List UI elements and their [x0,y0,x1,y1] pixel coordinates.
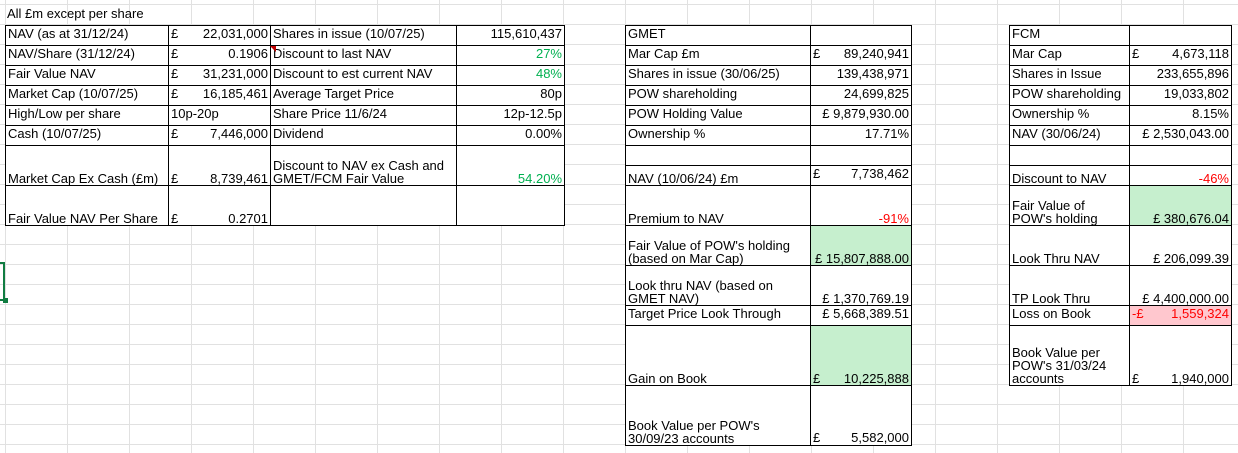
value-cell[interactable]: £1,940,000 [1129,325,1232,386]
value-cell[interactable]: £ 2,530,043.00 [1129,125,1232,146]
value-cell[interactable]: £ 15,807,888.00 [810,225,912,266]
empty-cell[interactable] [810,25,912,46]
value-cell[interactable]: £ 4,400,000.00 [1129,265,1232,306]
label-cell[interactable]: Discount to last NAV [270,45,457,66]
label-cell[interactable]: Ownership % [625,125,811,146]
value-cell[interactable]: 17.71% [810,125,912,146]
label-cell[interactable]: Loss on Book [1009,305,1130,326]
label-cell[interactable]: Shares in Issue [1009,65,1130,86]
label-cell[interactable]: Ownership % [1009,105,1130,126]
empty-cell[interactable] [1129,145,1232,166]
value-cell[interactable]: 0.00% [456,125,565,146]
empty-cell[interactable] [810,145,912,166]
value-cell[interactable]: -91% [810,185,912,226]
label-cell[interactable]: POW shareholding [1009,85,1130,106]
label-cell[interactable]: Average Target Price [270,85,457,106]
value-cell[interactable]: £31,231,000 [168,65,271,86]
value-cell[interactable]: 80p [456,85,565,106]
label-cell[interactable]: Shares in issue (10/07/25) [270,25,457,46]
value-cell[interactable]: £ 380,676.04 [1129,185,1232,226]
value-cell[interactable]: 8.15% [1129,105,1232,126]
label-cell[interactable]: NAV (10/06/24) £m [625,165,811,186]
value-cell[interactable]: -£ 1,559,324 [1129,305,1232,326]
label-cell[interactable]: Market Cap Ex Cash (£m) [5,145,169,186]
value-cell[interactable]: 10p-20p [168,105,271,126]
label-cell[interactable]: POW Holding Value [625,105,811,126]
label-cell[interactable]: Discount to NAV ex Cash and GMET/FCM Fair… [270,145,457,186]
label-cell[interactable]: TP Look Thru [1009,265,1130,306]
label-cell[interactable]: Dividend [270,125,457,146]
value-cell[interactable]: 19,033,802 [1129,85,1232,106]
empty-cell[interactable] [810,385,912,406]
label-cell[interactable]: Fair Value of POW's holding (based on Mar… [625,225,811,266]
value-cell[interactable]: £8,739,461 [168,145,271,186]
label-cell[interactable]: Share Price 11/6/24 [270,105,457,126]
sheet-header: All £m except per share [7,6,144,21]
value-cell[interactable]: £7,446,000 [168,125,271,146]
label-cell[interactable]: Fair Value of POW's holding [1009,185,1130,226]
label-cell[interactable]: Mar Cap £m [625,45,811,66]
empty-cell[interactable] [270,185,457,226]
currency-cell[interactable]: £22,031,000 [168,25,271,46]
label-cell[interactable]: Book Value per POW's 30/09/23 accounts [625,405,811,446]
label-cell[interactable]: Look thru NAV (based on GMET NAV) [625,265,811,306]
value-cell[interactable]: 115,610,437 [456,25,565,46]
value-cell[interactable]: 48% [456,65,565,86]
comment-indicator [270,46,276,52]
value-cell[interactable]: £0.1906 [168,45,271,66]
value-cell[interactable]: £10,225,888 [810,325,912,386]
label-cell[interactable]: Discount to est current NAV [270,65,457,86]
label-cell[interactable]: Discount to NAV [1009,165,1130,186]
label-cell[interactable]: POW shareholding [625,85,811,106]
value-cell[interactable]: £7,738,462 [810,165,912,186]
label-cell[interactable]: High/Low per share [5,105,169,126]
gmet-title[interactable]: GMET [625,25,811,46]
empty-cell[interactable] [456,185,565,226]
value-cell[interactable]: 24,699,825 [810,85,912,106]
label-cell[interactable]: Shares in issue (30/06/25) [625,65,811,86]
label-cell[interactable]: Mar Cap [1009,45,1130,66]
empty-cell[interactable] [1129,25,1232,46]
value-cell[interactable]: 27% [456,45,565,66]
label-cell[interactable]: Fair Value NAV Per Share [5,185,169,226]
value-cell[interactable]: £ 206,099.39 [1129,225,1232,266]
value-cell[interactable]: 54.20% [456,145,565,186]
fcm-title[interactable]: FCM [1009,25,1130,46]
value-cell[interactable]: £ 1,370,769.19 [810,265,912,306]
empty-cell[interactable] [625,145,811,166]
value-cell[interactable]: £89,240,941 [810,45,912,66]
value-cell[interactable]: £4,673,118 [1129,45,1232,66]
value-cell[interactable]: 139,438,971 [810,65,912,86]
label-cell[interactable]: NAV (30/06/24) [1009,125,1130,146]
value-cell[interactable]: £ 5,668,389.51 [810,305,912,326]
value-cell[interactable]: £5,582,000 [810,405,912,446]
value-cell[interactable]: 233,655,896 [1129,65,1232,86]
value-cell[interactable]: -46% [1129,165,1232,186]
label-cell[interactable]: Look Thru NAV [1009,225,1130,266]
value-cell[interactable]: £0.2701 [168,185,271,226]
label-cell[interactable]: Premium to NAV [625,185,811,226]
label-cell[interactable]: Gain on Book [625,325,811,386]
label-cell[interactable]: Cash (10/07/25) [5,125,169,146]
fill-handle[interactable] [3,298,8,303]
label-cell[interactable]: Market Cap (10/07/25) [5,85,169,106]
empty-cell[interactable] [625,385,811,406]
value-cell[interactable]: £16,185,461 [168,85,271,106]
value-cell[interactable]: £ 9,879,930.00 [810,105,912,126]
label-cell[interactable]: Book Value per POW's 31/03/24 accounts [1009,325,1130,386]
empty-cell[interactable] [1009,145,1130,166]
value-cell[interactable]: 12p-12.5p [456,105,565,126]
label-cell[interactable]: NAV/Share (31/12/24) [5,45,169,66]
active-cell-selection[interactable] [0,262,5,301]
label-cell[interactable]: NAV (as at 31/12/24) [5,25,169,46]
label-cell[interactable]: Target Price Look Through [625,305,811,326]
label-cell[interactable]: Fair Value NAV [5,65,169,86]
